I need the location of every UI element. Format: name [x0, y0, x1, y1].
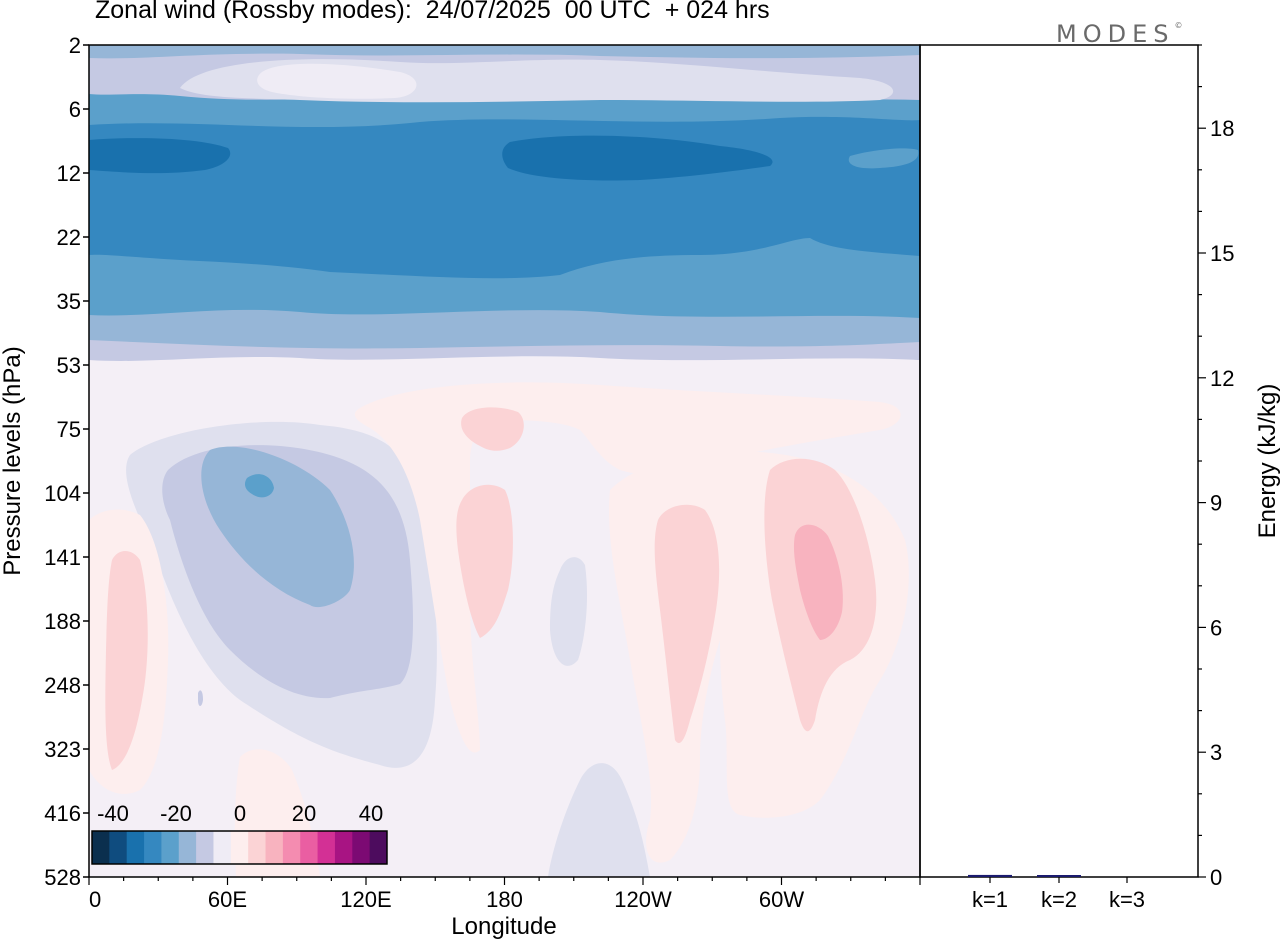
blue-dot-small	[198, 690, 203, 706]
y-tick-label: 188	[44, 609, 81, 634]
energy-category-label: k=1	[972, 887, 1008, 912]
band-top-blue	[89, 45, 920, 59]
y-tick-label: 528	[44, 865, 81, 890]
colorbar-label: -20	[160, 801, 192, 826]
colorbar-swatch	[109, 831, 128, 864]
colorbar-swatch	[265, 831, 284, 864]
colorbar-swatch	[317, 831, 336, 864]
x-tick-label: 180	[486, 887, 523, 912]
pressure-axis: 2 6 12 22 35 53 75 104 141 188 248 323 416 528	[44, 33, 89, 890]
energy-tick-label: 3	[1210, 740, 1222, 765]
energy-bar	[1037, 875, 1081, 877]
colorbar: -40 -20 0 20 40	[91, 801, 388, 865]
energy-bar	[968, 874, 1012, 877]
colorbar-swatch	[352, 831, 371, 864]
colorbar-label: 40	[359, 801, 383, 826]
y-tick-label: 22	[57, 225, 81, 250]
energy-plot-frame	[919, 44, 1199, 878]
west-cell-60W-inner	[793, 524, 843, 640]
y-tick-label: 323	[44, 737, 81, 762]
colorbar-swatch	[282, 831, 301, 864]
logo-mark: ©	[1174, 21, 1183, 30]
x-tick-label: 120E	[340, 887, 391, 912]
colorbar-swatch	[334, 831, 353, 864]
y-tick-label: 416	[44, 801, 81, 826]
colorbar-swatch	[196, 831, 214, 864]
y-tick-label: 12	[57, 161, 81, 186]
core-dark-blue-left	[89, 138, 231, 174]
chart-title: Zonal wind (Rossby modes): 24/07/2025 00…	[95, 0, 770, 24]
west-cell-180	[456, 484, 513, 638]
colorbar-label: 20	[292, 801, 316, 826]
colorbar-swatch	[92, 831, 110, 864]
energy-tick-label: 9	[1210, 491, 1222, 516]
west-cell-180-top	[461, 407, 524, 451]
west-cell-100W	[654, 504, 720, 744]
y-tick-label: 35	[57, 289, 81, 314]
x-tick-label: 0	[89, 887, 101, 912]
energy-tick-label: 6	[1210, 615, 1222, 640]
energy-category-label: k=3	[1109, 887, 1145, 912]
colorbar-swatch	[126, 831, 145, 864]
y-tick-label: 53	[57, 353, 81, 378]
stripe-light-1	[89, 340, 920, 361]
y-tick-label: 2	[69, 33, 81, 58]
west-cell-left	[105, 551, 148, 770]
x-axis-label: Longitude	[451, 913, 556, 940]
easterly-bottom-center	[548, 763, 650, 877]
modes-logo: MODES©	[1056, 20, 1182, 48]
logo-text: MODES	[1056, 20, 1175, 48]
y-tick-label: 248	[44, 673, 81, 698]
colorbar-label: 0	[234, 801, 246, 826]
energy-axis-label: Energy (kJ/kg)	[1254, 384, 1280, 539]
y-axis-label: Pressure levels (hPa)	[0, 346, 26, 575]
easterly-thin-center	[550, 557, 588, 666]
energy-tick-label: 15	[1210, 241, 1234, 266]
colorbar-swatch	[213, 831, 232, 864]
colorbar-label: -40	[97, 801, 129, 826]
wind-field	[89, 45, 920, 877]
x-tick-label: 60W	[759, 887, 804, 912]
east-region-core	[244, 474, 274, 498]
energy-tick-label: 18	[1210, 116, 1234, 141]
colorbar-swatch	[230, 831, 249, 864]
colorbar-swatch	[144, 831, 162, 864]
energy-category-label: k=2	[1041, 887, 1077, 912]
y-tick-label: 104	[44, 481, 81, 506]
colorbar-swatch	[161, 831, 180, 864]
x-tick-label: 120W	[614, 887, 672, 912]
y-tick-label: 6	[69, 97, 81, 122]
core-blue-right	[848, 148, 919, 169]
longitude-axis: 0 60E 120E 180 120W 60W	[88, 877, 921, 912]
energy-tick-label: 12	[1210, 366, 1234, 391]
y-tick-label: 141	[44, 545, 81, 570]
band-top-whitest	[257, 63, 417, 99]
y-tick-label: 75	[57, 417, 81, 442]
colorbar-swatch	[369, 831, 388, 864]
colorbar-frame	[91, 830, 388, 865]
colorbar-swatch	[300, 831, 319, 864]
colorbar-swatch	[178, 831, 197, 864]
energy-bars: k=1 k=2 k=3	[968, 874, 1145, 912]
core-dark-blue-center	[502, 135, 773, 181]
energy-axis: 0 3 6 9 12 15 18	[1198, 44, 1234, 890]
east-region-mid	[201, 446, 354, 608]
x-tick-label: 60E	[208, 887, 247, 912]
energy-tick-label: 0	[1210, 865, 1222, 890]
colorbar-swatch	[248, 831, 267, 864]
